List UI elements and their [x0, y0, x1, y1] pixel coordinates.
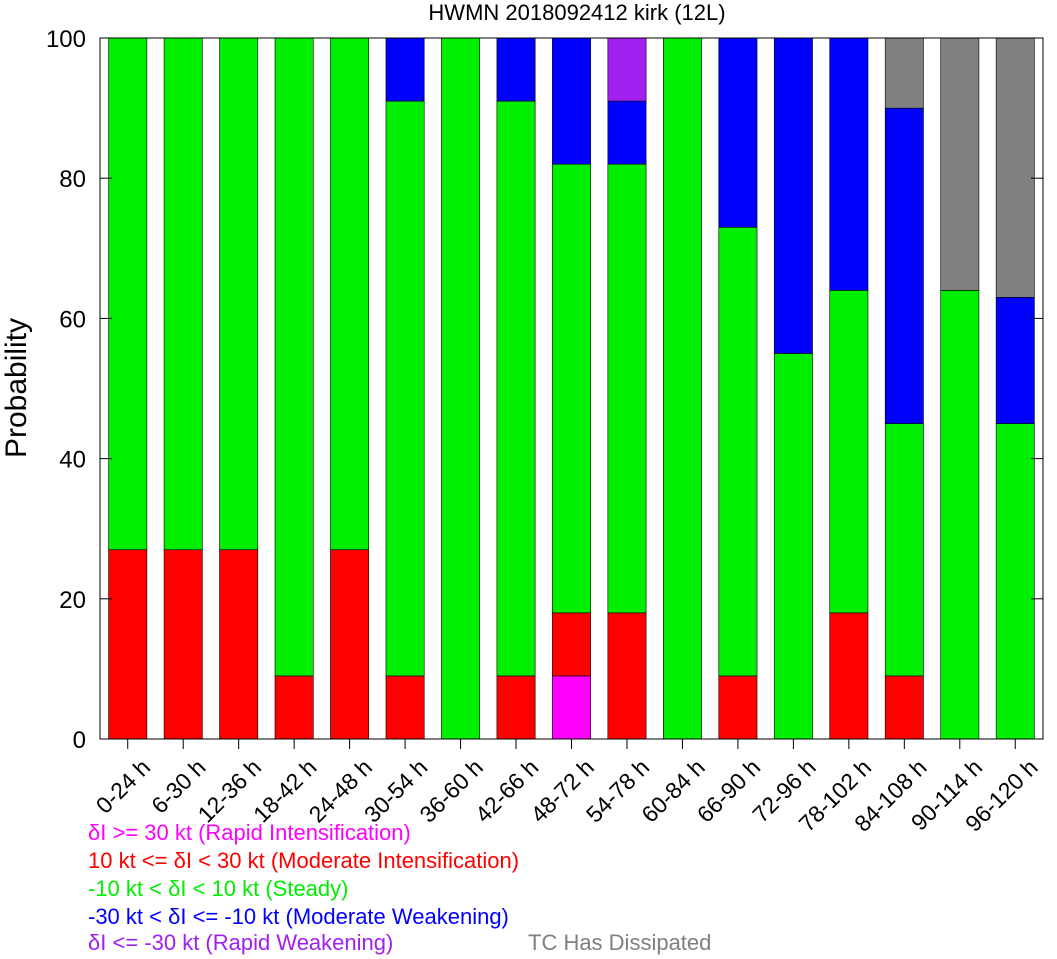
bar-segment	[718, 226, 758, 677]
bar-segment	[552, 163, 591, 614]
bar-segment	[274, 37, 314, 677]
legend-entry-moderate-intensification: 10 kt <= δI < 30 kt (Moderate Intensific…	[88, 848, 520, 873]
bar-segment	[385, 100, 425, 677]
bar-segment	[219, 37, 259, 551]
bar-segment	[995, 37, 1035, 298]
bar-segment	[940, 290, 980, 740]
y-tick-label: 40	[59, 447, 86, 474]
bars-group	[108, 37, 1035, 740]
y-tick-label: 60	[59, 306, 86, 333]
y-tick-label: 20	[59, 587, 86, 614]
bar-segment	[108, 37, 148, 551]
bar-segment	[496, 675, 536, 740]
bar-segment	[219, 549, 259, 740]
bar-segment	[441, 37, 480, 740]
bar-segment	[773, 37, 813, 354]
bar-segment	[496, 100, 536, 677]
bar-segment	[884, 423, 924, 677]
bar-segment	[607, 37, 647, 102]
bar-segment	[663, 37, 702, 740]
bar-segment	[829, 290, 869, 614]
bar-segment	[607, 163, 647, 614]
x-tick-label: 0-24 h	[91, 754, 156, 819]
plot-frame	[99, 37, 1044, 740]
bar-segment	[718, 37, 758, 228]
bar-segment	[773, 353, 813, 740]
legend-entry-rapid-intensification: δI >= 30 kt (Rapid Intensification)	[88, 820, 411, 845]
bar-segment	[607, 100, 647, 165]
bar-segment	[607, 612, 647, 740]
bar-segment	[163, 549, 203, 740]
bar-segment	[884, 675, 924, 740]
legend-entry-steady: -10 kt < δI < 10 kt (Steady)	[88, 876, 349, 901]
bar-segment	[385, 675, 425, 740]
legend-entry-rapid-weakening: δI <= -30 kt (Rapid Weakening)	[88, 930, 394, 955]
bar-segment	[496, 37, 536, 102]
legend-entry-tc-dissipated: TC Has Dissipated	[528, 930, 712, 955]
y-tick-label: 100	[46, 26, 86, 53]
y-ticks-group: 0 20 40 60 80 100	[46, 26, 1043, 754]
bar-segment	[385, 37, 425, 102]
y-axis-label: Probability	[0, 318, 33, 458]
bar-segment	[884, 107, 924, 424]
bar-segment	[552, 675, 591, 740]
bar-segment	[330, 37, 370, 551]
bar-segment	[829, 37, 869, 291]
legend-entry-moderate-weakening: -30 kt < δI <= -10 kt (Moderate Weakenin…	[88, 904, 509, 929]
bar-segment	[940, 37, 980, 291]
bar-segment	[274, 675, 314, 740]
bar-segment	[995, 423, 1035, 740]
bar-segment	[995, 297, 1035, 424]
bar-segment	[552, 37, 591, 165]
bar-segment	[108, 549, 148, 740]
bar-segment	[829, 612, 869, 740]
bar-segment	[330, 549, 370, 740]
bar-segment	[552, 612, 591, 677]
bar-segment	[718, 675, 758, 740]
chart-title: HWMN 2018092412 kirk (12L)	[428, 0, 725, 25]
y-tick-label: 0	[73, 727, 86, 754]
bar-segment	[163, 37, 203, 551]
y-tick-label: 80	[59, 166, 86, 193]
bar-segment	[884, 37, 924, 109]
